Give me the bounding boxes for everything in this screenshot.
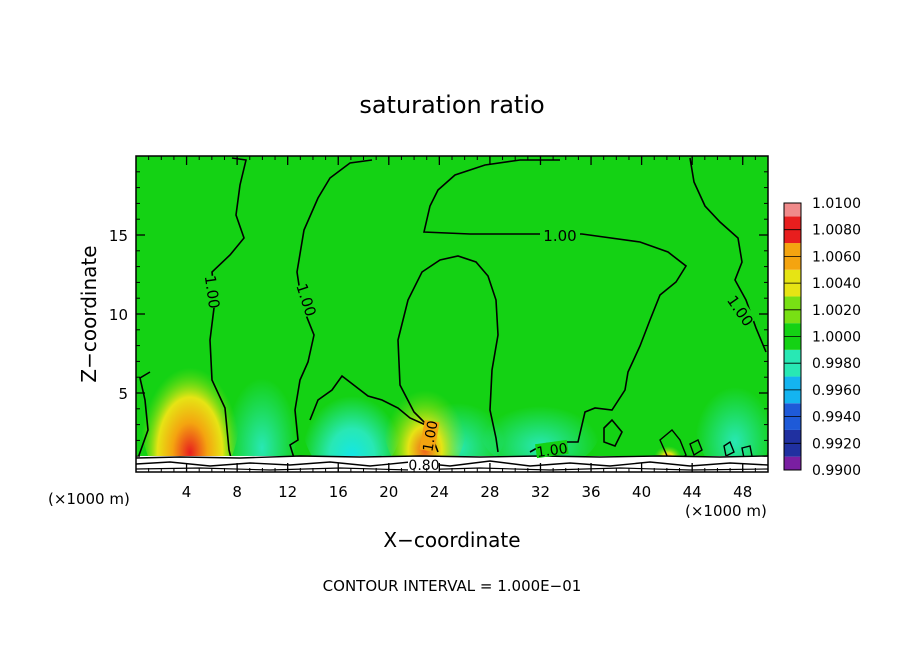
colorbar-label: 0.9940 xyxy=(812,410,861,426)
colorbar-label: 1.0060 xyxy=(812,249,861,265)
x-tick-label: 4 xyxy=(182,483,192,501)
x-tick-label: 44 xyxy=(683,483,702,501)
x-tick-label: 8 xyxy=(232,483,242,501)
x-axis-label: X−coordinate xyxy=(383,528,520,552)
field-dry-blob xyxy=(695,365,768,472)
x-tick-label: 40 xyxy=(632,483,651,501)
plot-area xyxy=(136,156,768,472)
contour-label: 1.00 xyxy=(536,441,569,461)
surface-contour xyxy=(136,455,768,459)
x-tick-label: 16 xyxy=(329,483,348,501)
footer-contour-interval: CONTOUR INTERVAL = 1.000E−01 xyxy=(323,577,582,595)
contour-line xyxy=(289,159,373,459)
x-unit-left: (×1000 m) xyxy=(48,490,130,508)
x-tick-label: 12 xyxy=(278,483,297,501)
colorbar-label: 0.9900 xyxy=(812,463,861,479)
x-tick-label: 20 xyxy=(379,483,398,501)
contour-line xyxy=(309,374,439,453)
field-moist-blob xyxy=(140,325,240,472)
contour-label: 0.80 xyxy=(408,458,439,474)
contour-line xyxy=(423,159,688,453)
y-axis-label: Z−coordinate xyxy=(77,245,101,382)
field-dry-blob xyxy=(480,390,600,470)
surface-contour xyxy=(136,467,768,471)
colorbar-label: 0.9920 xyxy=(812,436,861,452)
colorbar-swatch xyxy=(784,203,801,217)
colorbar-label: 0.9960 xyxy=(812,383,861,399)
contour-label: 1.00 xyxy=(420,419,441,452)
colorbar-label: 0.9980 xyxy=(812,356,861,372)
x-axis-ticks: 4 8 12 16 20 24 28 32 36 40 44 48 xyxy=(148,156,756,501)
colorbar: 1.0100 1.0080 1.0060 1.0040 1.0020 1.0000 0.99… xyxy=(783,196,861,479)
y-tick-label: 10 xyxy=(109,306,128,324)
colorbar-label: 1.0040 xyxy=(812,276,861,292)
field-dry-blob xyxy=(226,350,298,472)
chart-title: saturation ratio xyxy=(359,91,544,119)
contour-line xyxy=(209,157,247,463)
field-dry-blob xyxy=(302,360,402,472)
colorbar-label: 1.0000 xyxy=(812,330,861,346)
x-tick-label: 48 xyxy=(733,483,752,501)
colorbar-label: 1.0020 xyxy=(812,303,861,319)
x-unit-right: (×1000 m) xyxy=(685,502,767,520)
colorbar-label: 1.0100 xyxy=(812,196,861,212)
field-moist-blob xyxy=(383,360,467,472)
colorbar-label: 1.0080 xyxy=(812,223,861,239)
x-tick-label: 36 xyxy=(581,483,600,501)
contour-line xyxy=(397,255,499,453)
x-tick-label: 24 xyxy=(430,483,449,501)
contour-line xyxy=(137,371,151,459)
contour-label: 1.00 xyxy=(543,227,576,245)
y-tick-label: 15 xyxy=(109,227,128,245)
contour-line xyxy=(603,418,623,447)
y-tick-label: 5 xyxy=(118,385,128,403)
y-axis-ticks: 5 10 15 xyxy=(109,171,768,457)
contour-label: 1.00 xyxy=(201,274,223,310)
x-tick-label: 32 xyxy=(531,483,550,501)
colorbar-swatch xyxy=(784,456,801,470)
x-tick-label: 28 xyxy=(480,483,499,501)
